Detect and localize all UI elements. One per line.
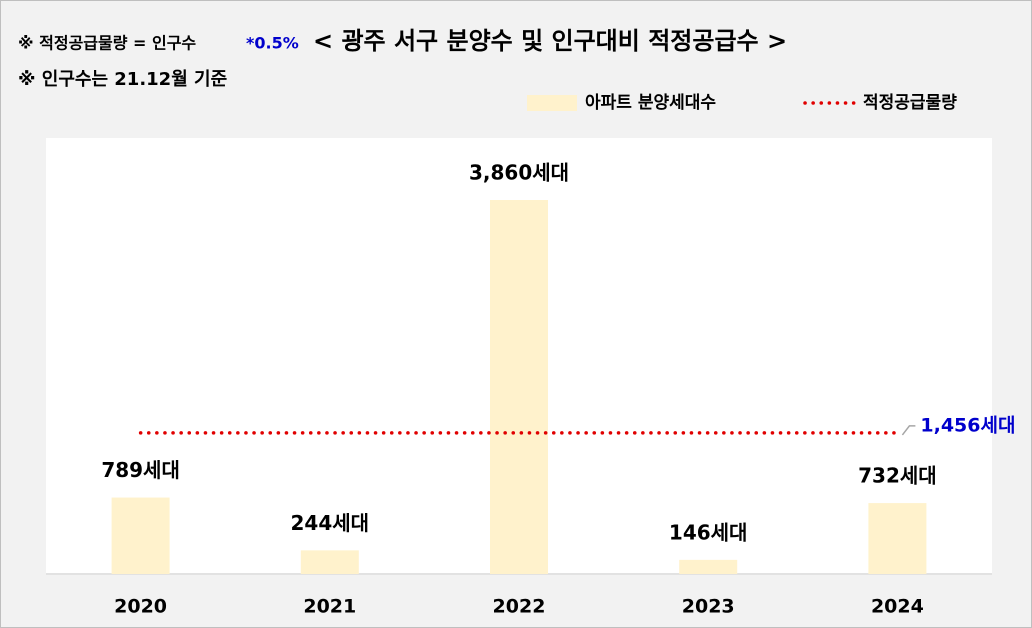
x-tick-label: 2021	[303, 596, 356, 618]
data-label: 3,860세대	[469, 161, 569, 185]
bar	[300, 550, 359, 574]
x-tick-label: 2020	[114, 596, 167, 618]
x-tick-label: 2024	[871, 596, 924, 618]
x-tick-label: 2022	[493, 596, 546, 618]
bar	[679, 559, 738, 574]
bar	[868, 503, 927, 574]
note: ※ 인구수는 21.12월 기준	[18, 69, 227, 90]
note: ※ 적정공급물량 = 인구수	[18, 34, 196, 53]
chart-title: < 광주 서구 분양수 및 인구대비 적정공급수 >	[313, 27, 787, 55]
data-label: 146세대	[669, 520, 748, 544]
data-label: 1,456세대	[920, 414, 1015, 436]
data-label: 789세대	[101, 458, 180, 482]
data-label: 732세대	[858, 464, 937, 488]
bar	[111, 497, 170, 574]
data-label: 244세대	[291, 511, 370, 535]
leader-line	[901, 425, 916, 436]
bar	[490, 200, 548, 574]
note-highlight: *0.5%	[246, 34, 299, 53]
legend-label: 적정공급물량	[863, 93, 957, 113]
x-tick-label: 2023	[682, 596, 735, 618]
legend-label: 아파트 분양세대수	[585, 93, 716, 113]
legend-swatch	[527, 95, 577, 111]
